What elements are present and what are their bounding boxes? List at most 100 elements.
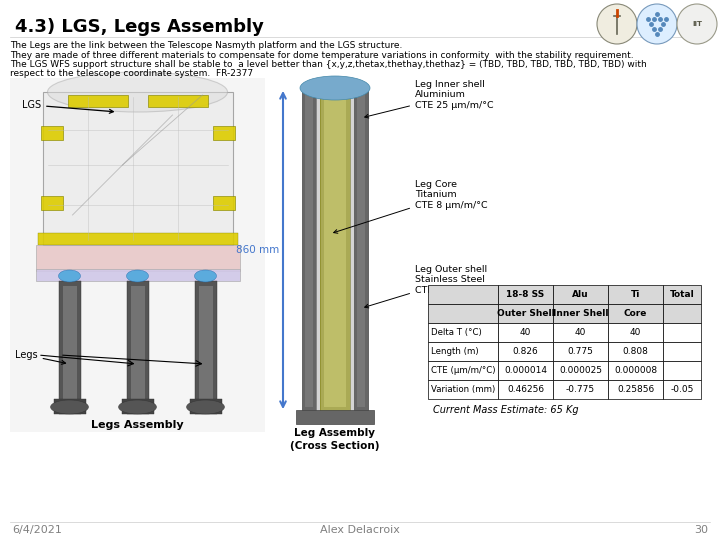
Bar xyxy=(302,88,316,412)
Text: LGS: LGS xyxy=(22,100,113,113)
Bar xyxy=(498,380,553,399)
Bar xyxy=(498,361,553,380)
Circle shape xyxy=(637,4,677,44)
Bar xyxy=(122,399,153,414)
Text: Ti: Ti xyxy=(631,290,640,299)
Bar xyxy=(553,361,608,380)
Bar xyxy=(199,286,212,409)
Bar xyxy=(663,285,701,304)
Text: Leg Inner shell
Aluminium
CTE 25 μm/m/°C: Leg Inner shell Aluminium CTE 25 μm/m/°C xyxy=(365,80,494,118)
Bar xyxy=(316,88,320,412)
Ellipse shape xyxy=(194,270,217,282)
Bar xyxy=(608,380,663,399)
Ellipse shape xyxy=(48,72,228,112)
Bar xyxy=(553,380,608,399)
Bar xyxy=(553,342,608,361)
Text: Legs: Legs xyxy=(15,350,66,364)
Bar xyxy=(305,93,313,407)
Text: 0.775: 0.775 xyxy=(567,347,593,356)
Bar xyxy=(608,285,663,304)
Text: -0.05: -0.05 xyxy=(670,385,693,394)
Circle shape xyxy=(677,4,717,44)
Bar xyxy=(428,285,498,304)
Ellipse shape xyxy=(58,270,81,282)
Bar xyxy=(68,95,127,107)
Text: The LGS WFS support structure shall be stable to  a level better than {x,y,z,the: The LGS WFS support structure shall be s… xyxy=(10,60,647,69)
Bar xyxy=(428,323,498,342)
Text: Leg Outer shell
Stainless Steel
CTE 14 μm/m/°C: Leg Outer shell Stainless Steel CTE 14 μ… xyxy=(365,265,494,308)
Text: Delta T (°C): Delta T (°C) xyxy=(431,328,482,337)
Text: CTE (μm/m/°C): CTE (μm/m/°C) xyxy=(431,366,495,375)
Text: Length (m): Length (m) xyxy=(431,347,479,356)
Ellipse shape xyxy=(50,400,89,414)
Text: 40: 40 xyxy=(520,328,531,337)
Circle shape xyxy=(597,4,637,44)
Bar xyxy=(10,78,265,432)
Text: 18-8 SS: 18-8 SS xyxy=(506,290,544,299)
Bar xyxy=(357,93,365,407)
Text: Inner Shell: Inner Shell xyxy=(553,309,608,318)
Bar xyxy=(608,323,663,342)
Text: 6/4/2021: 6/4/2021 xyxy=(12,525,62,535)
Text: 0.000008: 0.000008 xyxy=(614,366,657,375)
Text: Core: Core xyxy=(624,309,647,318)
Text: 0.000014: 0.000014 xyxy=(504,366,547,375)
Bar xyxy=(498,304,553,323)
Text: 0.826: 0.826 xyxy=(513,347,539,356)
Text: Legs Assembly: Legs Assembly xyxy=(91,420,184,430)
Text: Variation (mm): Variation (mm) xyxy=(431,385,495,394)
Bar xyxy=(58,281,81,414)
Bar xyxy=(498,285,553,304)
Bar xyxy=(498,323,553,342)
Bar xyxy=(53,399,86,414)
Bar xyxy=(663,342,701,361)
Text: 4.3) LGS, Legs Assembly: 4.3) LGS, Legs Assembly xyxy=(15,18,264,36)
Text: 0.000025: 0.000025 xyxy=(559,366,602,375)
Text: 0.25856: 0.25856 xyxy=(617,385,654,394)
Bar xyxy=(608,342,663,361)
Bar xyxy=(498,342,553,361)
Bar xyxy=(40,196,63,210)
Bar xyxy=(428,304,498,323)
Bar xyxy=(35,245,240,271)
Ellipse shape xyxy=(127,270,148,282)
Ellipse shape xyxy=(300,76,370,100)
Bar xyxy=(608,304,663,323)
Bar xyxy=(194,281,217,414)
Text: Leg Assembly
(Cross Section): Leg Assembly (Cross Section) xyxy=(290,428,379,451)
Bar xyxy=(350,88,354,412)
Bar xyxy=(63,286,76,409)
Text: 40: 40 xyxy=(575,328,586,337)
Text: 40: 40 xyxy=(630,328,642,337)
Bar xyxy=(428,342,498,361)
Bar xyxy=(127,281,148,414)
Text: 860 mm: 860 mm xyxy=(235,245,279,255)
Bar xyxy=(428,361,498,380)
Bar xyxy=(553,285,608,304)
Text: Outer Shell: Outer Shell xyxy=(497,309,554,318)
Bar xyxy=(296,410,374,424)
Bar xyxy=(608,361,663,380)
Bar xyxy=(663,304,701,323)
Text: -0.775: -0.775 xyxy=(566,385,595,394)
Bar xyxy=(553,304,608,323)
Text: Leg Core
Titanium
CTE 8 μm/m/°C: Leg Core Titanium CTE 8 μm/m/°C xyxy=(333,180,487,233)
Bar xyxy=(663,361,701,380)
Text: Total: Total xyxy=(670,290,694,299)
Text: Alex Delacroix: Alex Delacroix xyxy=(320,525,400,535)
Ellipse shape xyxy=(186,400,225,414)
Bar xyxy=(189,399,222,414)
Text: IIT: IIT xyxy=(692,21,702,27)
Text: They are made of three different materials to compensate for dome temperature va: They are made of three different materia… xyxy=(10,51,634,59)
Bar xyxy=(663,323,701,342)
Bar xyxy=(428,380,498,399)
Text: respect to the telescope coordinate system.  FR-2377: respect to the telescope coordinate syst… xyxy=(10,70,253,78)
Bar xyxy=(40,126,63,140)
Bar xyxy=(148,95,207,107)
Bar xyxy=(212,196,235,210)
Bar xyxy=(37,233,238,245)
Text: 0.808: 0.808 xyxy=(623,347,649,356)
Bar xyxy=(324,93,346,407)
Bar xyxy=(130,286,145,409)
Bar xyxy=(320,88,350,412)
